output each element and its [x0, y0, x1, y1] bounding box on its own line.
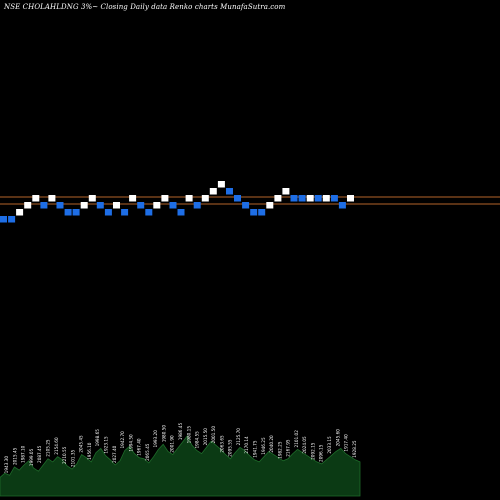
renko-bricks	[0, 181, 354, 223]
renko-brick-down	[330, 195, 338, 202]
renko-brick-down	[64, 209, 72, 216]
volume-label: 2170.14	[244, 436, 249, 454]
volume-label: 2063.65	[219, 435, 224, 453]
renko-brick-down	[250, 209, 258, 216]
renko-brick-down	[242, 202, 250, 209]
renko-brick-down	[338, 202, 346, 209]
volume-label: 2045.60	[335, 429, 340, 447]
renko-brick-up	[161, 195, 169, 202]
renko-brick-down	[40, 202, 48, 209]
renko-brick-up	[88, 195, 96, 202]
renko-brick-up	[217, 181, 225, 188]
volume-label: 1980.15	[186, 426, 191, 444]
renko-brick-up	[32, 195, 40, 202]
volume-label: 1941.75	[253, 440, 258, 458]
renko-brick-up	[306, 195, 314, 202]
volume-label: 1917.40	[344, 434, 349, 452]
volume-label: 2040.20	[269, 435, 274, 453]
volume-label: 2125.70	[236, 428, 241, 446]
volume-label: 2087.45	[37, 445, 42, 463]
volume-label: 1942.70	[120, 431, 125, 449]
volume-label: 2095.55	[228, 439, 233, 457]
volume-label: 2101.35	[70, 449, 75, 467]
volume-label: 1980.50	[161, 425, 166, 443]
volume-area	[0, 435, 361, 497]
volume-label: 2001.50	[211, 426, 216, 444]
renko-brick-down	[298, 195, 306, 202]
renko-brick-up	[16, 209, 24, 216]
renko-brick-down	[177, 209, 185, 216]
renko-brick-down	[8, 216, 16, 223]
renko-brick-up	[322, 195, 330, 202]
volume-label: 1994.50	[128, 434, 133, 452]
renko-brick-down	[96, 202, 104, 209]
volume-label: 1982.25	[277, 441, 282, 459]
renko-brick-up	[266, 202, 274, 209]
volume-label: 2167.95	[286, 439, 291, 457]
renko-brick-up	[282, 188, 290, 195]
volume-label: 1986.45	[178, 423, 183, 441]
volume-label: 2210.55	[62, 446, 67, 464]
renko-brick-up	[347, 195, 354, 202]
volume-label: 2015.50	[203, 428, 208, 446]
volume-label: 2096.15	[319, 444, 324, 462]
renko-brick-down	[258, 209, 266, 216]
renko-brick-up	[209, 188, 217, 195]
volume-label: 2101.02	[294, 430, 299, 448]
renko-brick-down	[314, 195, 322, 202]
renko-brick-down	[72, 209, 80, 216]
volume-label: 1928.25	[352, 440, 357, 458]
chart-title: NSE CHOLAHLDNG 3%~ Closing Daily data Re…	[4, 3, 286, 11]
volume-label: 1967.40	[137, 438, 142, 456]
renko-brick-up	[201, 195, 209, 202]
volume-label: 1943.30	[4, 456, 9, 474]
renko-brick-down	[234, 195, 241, 202]
renko-brick-down	[169, 202, 177, 209]
renko-brick-up	[113, 202, 120, 209]
volume-label: 1923.15	[103, 436, 108, 454]
renko-brick-up	[274, 195, 282, 202]
renko-brick-down	[137, 202, 145, 209]
renko-brick-up	[153, 202, 161, 209]
volume-label: 1999.05	[29, 448, 34, 466]
volume-label: 2015.45	[12, 447, 17, 465]
volume-label: 2154.60	[54, 437, 59, 455]
renko-brick-up	[80, 202, 88, 209]
volume-label: 1956.10	[87, 442, 92, 460]
renko-brick-up	[24, 202, 32, 209]
renko-brick-up	[48, 195, 56, 202]
volume-label: 1984.55	[195, 431, 200, 449]
volume-label: 1993.20	[153, 430, 158, 448]
volume-label: 2027.40	[112, 445, 117, 463]
renko-brick-down	[226, 188, 233, 195]
renko-brick-down	[193, 202, 201, 209]
renko-brick-down	[290, 195, 298, 202]
volume-label: 2065.45	[145, 443, 150, 461]
renko-brick-down	[56, 202, 64, 209]
volume-label: 2092.15	[310, 442, 315, 460]
volume-label: 1946.25	[261, 437, 266, 455]
renko-brick-down	[121, 209, 129, 216]
price-lines	[0, 196, 500, 205]
renko-brick-down	[0, 216, 7, 223]
volume-labels: 1943.30 2015.45 1987.10 1999.05 2087.45 2105.…	[4, 423, 357, 474]
volume-label: 1987.10	[21, 445, 26, 463]
volume-label: 2033.15	[327, 436, 332, 454]
volume-label: 2001.90	[170, 435, 175, 453]
renko-brick-up	[185, 195, 193, 202]
volume-area-path	[0, 435, 361, 497]
renko-brick-down	[145, 209, 153, 216]
volume-label: 2024.05	[302, 436, 307, 454]
volume-label: 2105.25	[46, 439, 51, 457]
renko-brick-down	[104, 209, 112, 216]
renko-brick-up	[129, 195, 137, 202]
volume-label: 2045.45	[79, 435, 84, 453]
volume-label: 1998.65	[95, 429, 100, 447]
